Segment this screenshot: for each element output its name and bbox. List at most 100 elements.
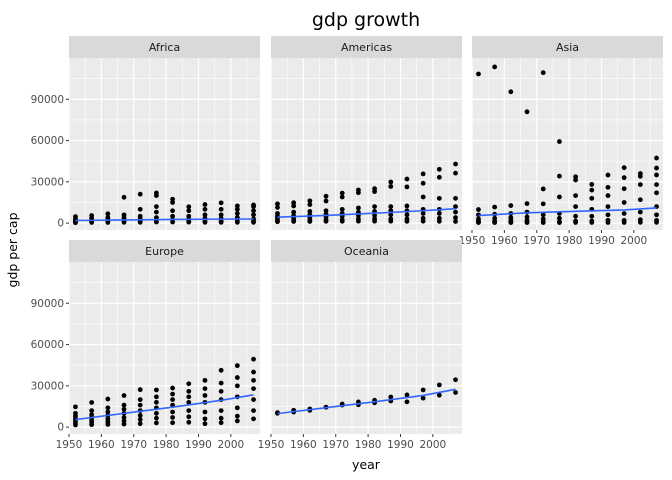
facet-label-asia: Asia <box>556 41 579 54</box>
data-point <box>170 420 175 426</box>
data-point <box>404 184 410 190</box>
data-point <box>186 204 192 210</box>
facet-strip <box>69 36 260 58</box>
data-point <box>202 202 208 207</box>
x-tick-label: 1990 <box>185 439 212 451</box>
data-point <box>453 195 458 201</box>
data-point <box>202 416 208 422</box>
data-point <box>540 70 546 76</box>
data-point <box>291 203 297 209</box>
data-point <box>251 204 256 210</box>
data-point <box>137 219 143 225</box>
data-point <box>524 220 530 225</box>
data-point <box>202 206 208 212</box>
data-point <box>121 421 127 427</box>
data-point <box>154 209 159 215</box>
data-point <box>404 399 410 405</box>
x-tick-label: 1980 <box>556 235 583 247</box>
x-tick-label: 1990 <box>588 235 615 247</box>
data-point <box>234 219 240 225</box>
data-point <box>573 204 578 210</box>
data-point <box>323 193 329 199</box>
data-point <box>621 165 627 171</box>
data-point <box>121 406 127 412</box>
facet-strip <box>69 240 260 262</box>
data-point <box>202 212 208 218</box>
data-point <box>186 408 192 414</box>
data-point <box>170 397 175 402</box>
data-point <box>621 220 627 225</box>
data-point <box>404 176 410 182</box>
y-axis-title: gdp per cap <box>5 212 20 287</box>
data-point <box>420 194 426 200</box>
data-point <box>121 393 127 398</box>
data-point <box>154 415 159 421</box>
data-point <box>420 218 426 224</box>
data-point <box>654 155 659 161</box>
y-tick-label: 30000 <box>31 176 64 188</box>
trend-line <box>277 207 456 218</box>
data-point <box>524 109 530 115</box>
data-point <box>202 393 208 398</box>
data-point <box>89 220 95 225</box>
data-point <box>476 220 481 225</box>
data-point <box>154 387 159 393</box>
data-point <box>436 195 442 201</box>
data-point <box>654 219 659 225</box>
gridlines <box>68 58 260 230</box>
data-point <box>508 220 514 225</box>
data-point <box>637 219 643 225</box>
data-point <box>605 212 611 218</box>
facet-strip <box>271 240 462 262</box>
data-point <box>202 219 208 225</box>
data-point <box>492 64 498 70</box>
data-point <box>453 209 458 215</box>
data-point <box>251 416 256 422</box>
data-point <box>557 139 562 144</box>
data-point <box>654 172 659 178</box>
facet-strip <box>472 36 663 58</box>
data-point <box>323 208 329 214</box>
x-tick-label: 1990 <box>387 439 414 451</box>
data-point <box>105 421 111 427</box>
x-axis: 1950 1960 1970 1980 1990 2000 <box>459 230 647 247</box>
data-point <box>404 203 410 209</box>
data-point <box>508 89 514 95</box>
trend-line <box>277 388 456 415</box>
data-point <box>637 182 643 187</box>
data-point <box>170 213 175 219</box>
data-point <box>121 402 127 408</box>
data-point <box>105 220 111 225</box>
data-point <box>339 206 345 212</box>
facet-label-africa: Africa <box>149 41 180 54</box>
data-point <box>436 174 442 180</box>
data-point <box>307 209 313 214</box>
data-point <box>218 206 224 212</box>
data-point <box>234 211 240 216</box>
data-point <box>540 201 546 207</box>
data-point <box>404 218 410 224</box>
data-point <box>453 170 458 176</box>
y-tick-label: 90000 <box>31 298 64 310</box>
data-point <box>218 388 224 394</box>
trend-line <box>478 207 657 217</box>
data-point <box>420 395 426 401</box>
data-point <box>453 219 458 224</box>
data-point <box>404 392 410 398</box>
data-point <box>234 405 240 411</box>
x-tick-label: 1970 <box>523 235 550 247</box>
data-point <box>637 197 643 203</box>
data-point <box>557 173 562 179</box>
data-point <box>356 190 361 196</box>
gridlines <box>270 262 462 434</box>
data-point <box>436 382 442 388</box>
data-point <box>654 190 659 196</box>
data-point <box>121 194 127 200</box>
data-point <box>186 414 192 420</box>
data-point <box>73 220 78 226</box>
gridlines <box>471 58 663 230</box>
data-point <box>202 377 208 383</box>
y-axis: 0 30000 60000 90000 <box>31 94 69 230</box>
data-point <box>589 220 595 225</box>
